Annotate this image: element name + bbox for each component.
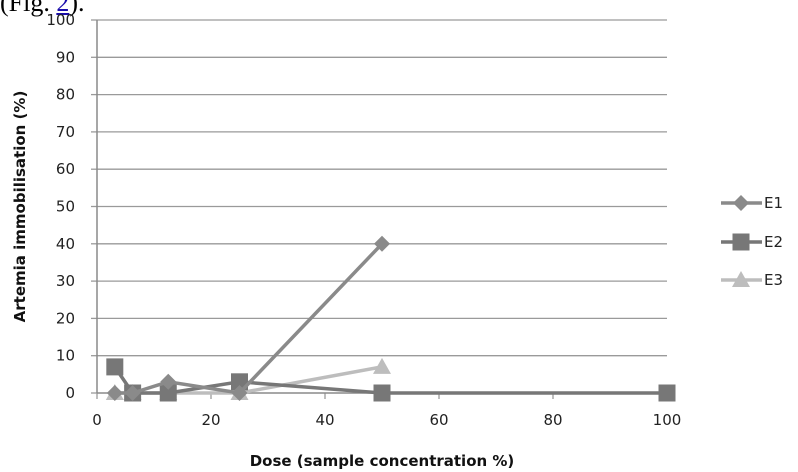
legend-item-e3: E3 — [721, 271, 783, 289]
legend-marker-e3 — [732, 271, 750, 287]
x-axis-title: Dose (sample concentration %) — [250, 452, 515, 470]
x-tick-label-40: 40 — [315, 411, 334, 429]
y-tick-label-90: 90 — [56, 48, 75, 66]
series-e2 — [106, 358, 676, 402]
y-tick-label-70: 70 — [56, 123, 75, 141]
legend-label-e1: E1 — [764, 194, 783, 212]
legend-label-e3: E3 — [764, 271, 783, 289]
x-tick-label-0: 0 — [92, 411, 102, 429]
figure-ref-suffix: ). — [69, 0, 85, 17]
y-tick-label-40: 40 — [56, 235, 75, 253]
data-point-e2-4 — [373, 384, 391, 402]
data-point-e1-1 — [124, 385, 141, 401]
legend-label-e2: E2 — [764, 233, 783, 251]
legend-marker-e2 — [732, 233, 750, 251]
legend-item-e2: E2 — [721, 233, 783, 251]
series-line-e2 — [113, 365, 667, 395]
y-axis-title: Artemia immobilisation (%) — [11, 91, 29, 323]
gridlines — [97, 19, 667, 357]
x-tick-label-20: 20 — [201, 411, 220, 429]
y-tick-label-50: 50 — [56, 198, 75, 216]
y-axis-ticks: 0 10 20 30 40 50 60 70 80 90 100 — [46, 11, 97, 402]
figure-reference-text: (Fig. 2). — [0, 0, 85, 18]
legend: E1 E2 E3 — [721, 194, 783, 289]
x-tick-label-100: 100 — [653, 411, 682, 429]
y-tick-label-0: 0 — [65, 384, 75, 402]
figure-ref-prefix: (Fig. — [0, 0, 57, 17]
series-layer — [105, 235, 676, 402]
data-point-e1-3 — [231, 385, 248, 401]
figure-link[interactable]: 2 — [56, 0, 70, 17]
x-tick-label-80: 80 — [543, 411, 562, 429]
data-point-e1-2 — [160, 373, 177, 390]
y-tick-label-20: 20 — [56, 309, 75, 327]
y-tick-label-10: 10 — [56, 347, 75, 365]
data-point-e2-0 — [106, 358, 124, 376]
y-tick-label-60: 60 — [56, 160, 75, 178]
data-point-e3-4 — [373, 357, 391, 374]
legend-marker-e1 — [733, 195, 749, 211]
data-point-e2-2 — [159, 384, 177, 402]
x-tick-label-60: 60 — [429, 411, 448, 429]
y-tick-label-80: 80 — [56, 86, 75, 104]
legend-item-e1: E1 — [721, 194, 783, 212]
data-point-e1-4 — [374, 235, 390, 252]
data-point-e1-0 — [106, 385, 123, 401]
series-e1 — [106, 235, 390, 401]
data-point-e2-5 — [658, 384, 676, 402]
y-tick-label-30: 30 — [56, 272, 75, 290]
y-tick-label-100: 100 — [46, 11, 75, 29]
